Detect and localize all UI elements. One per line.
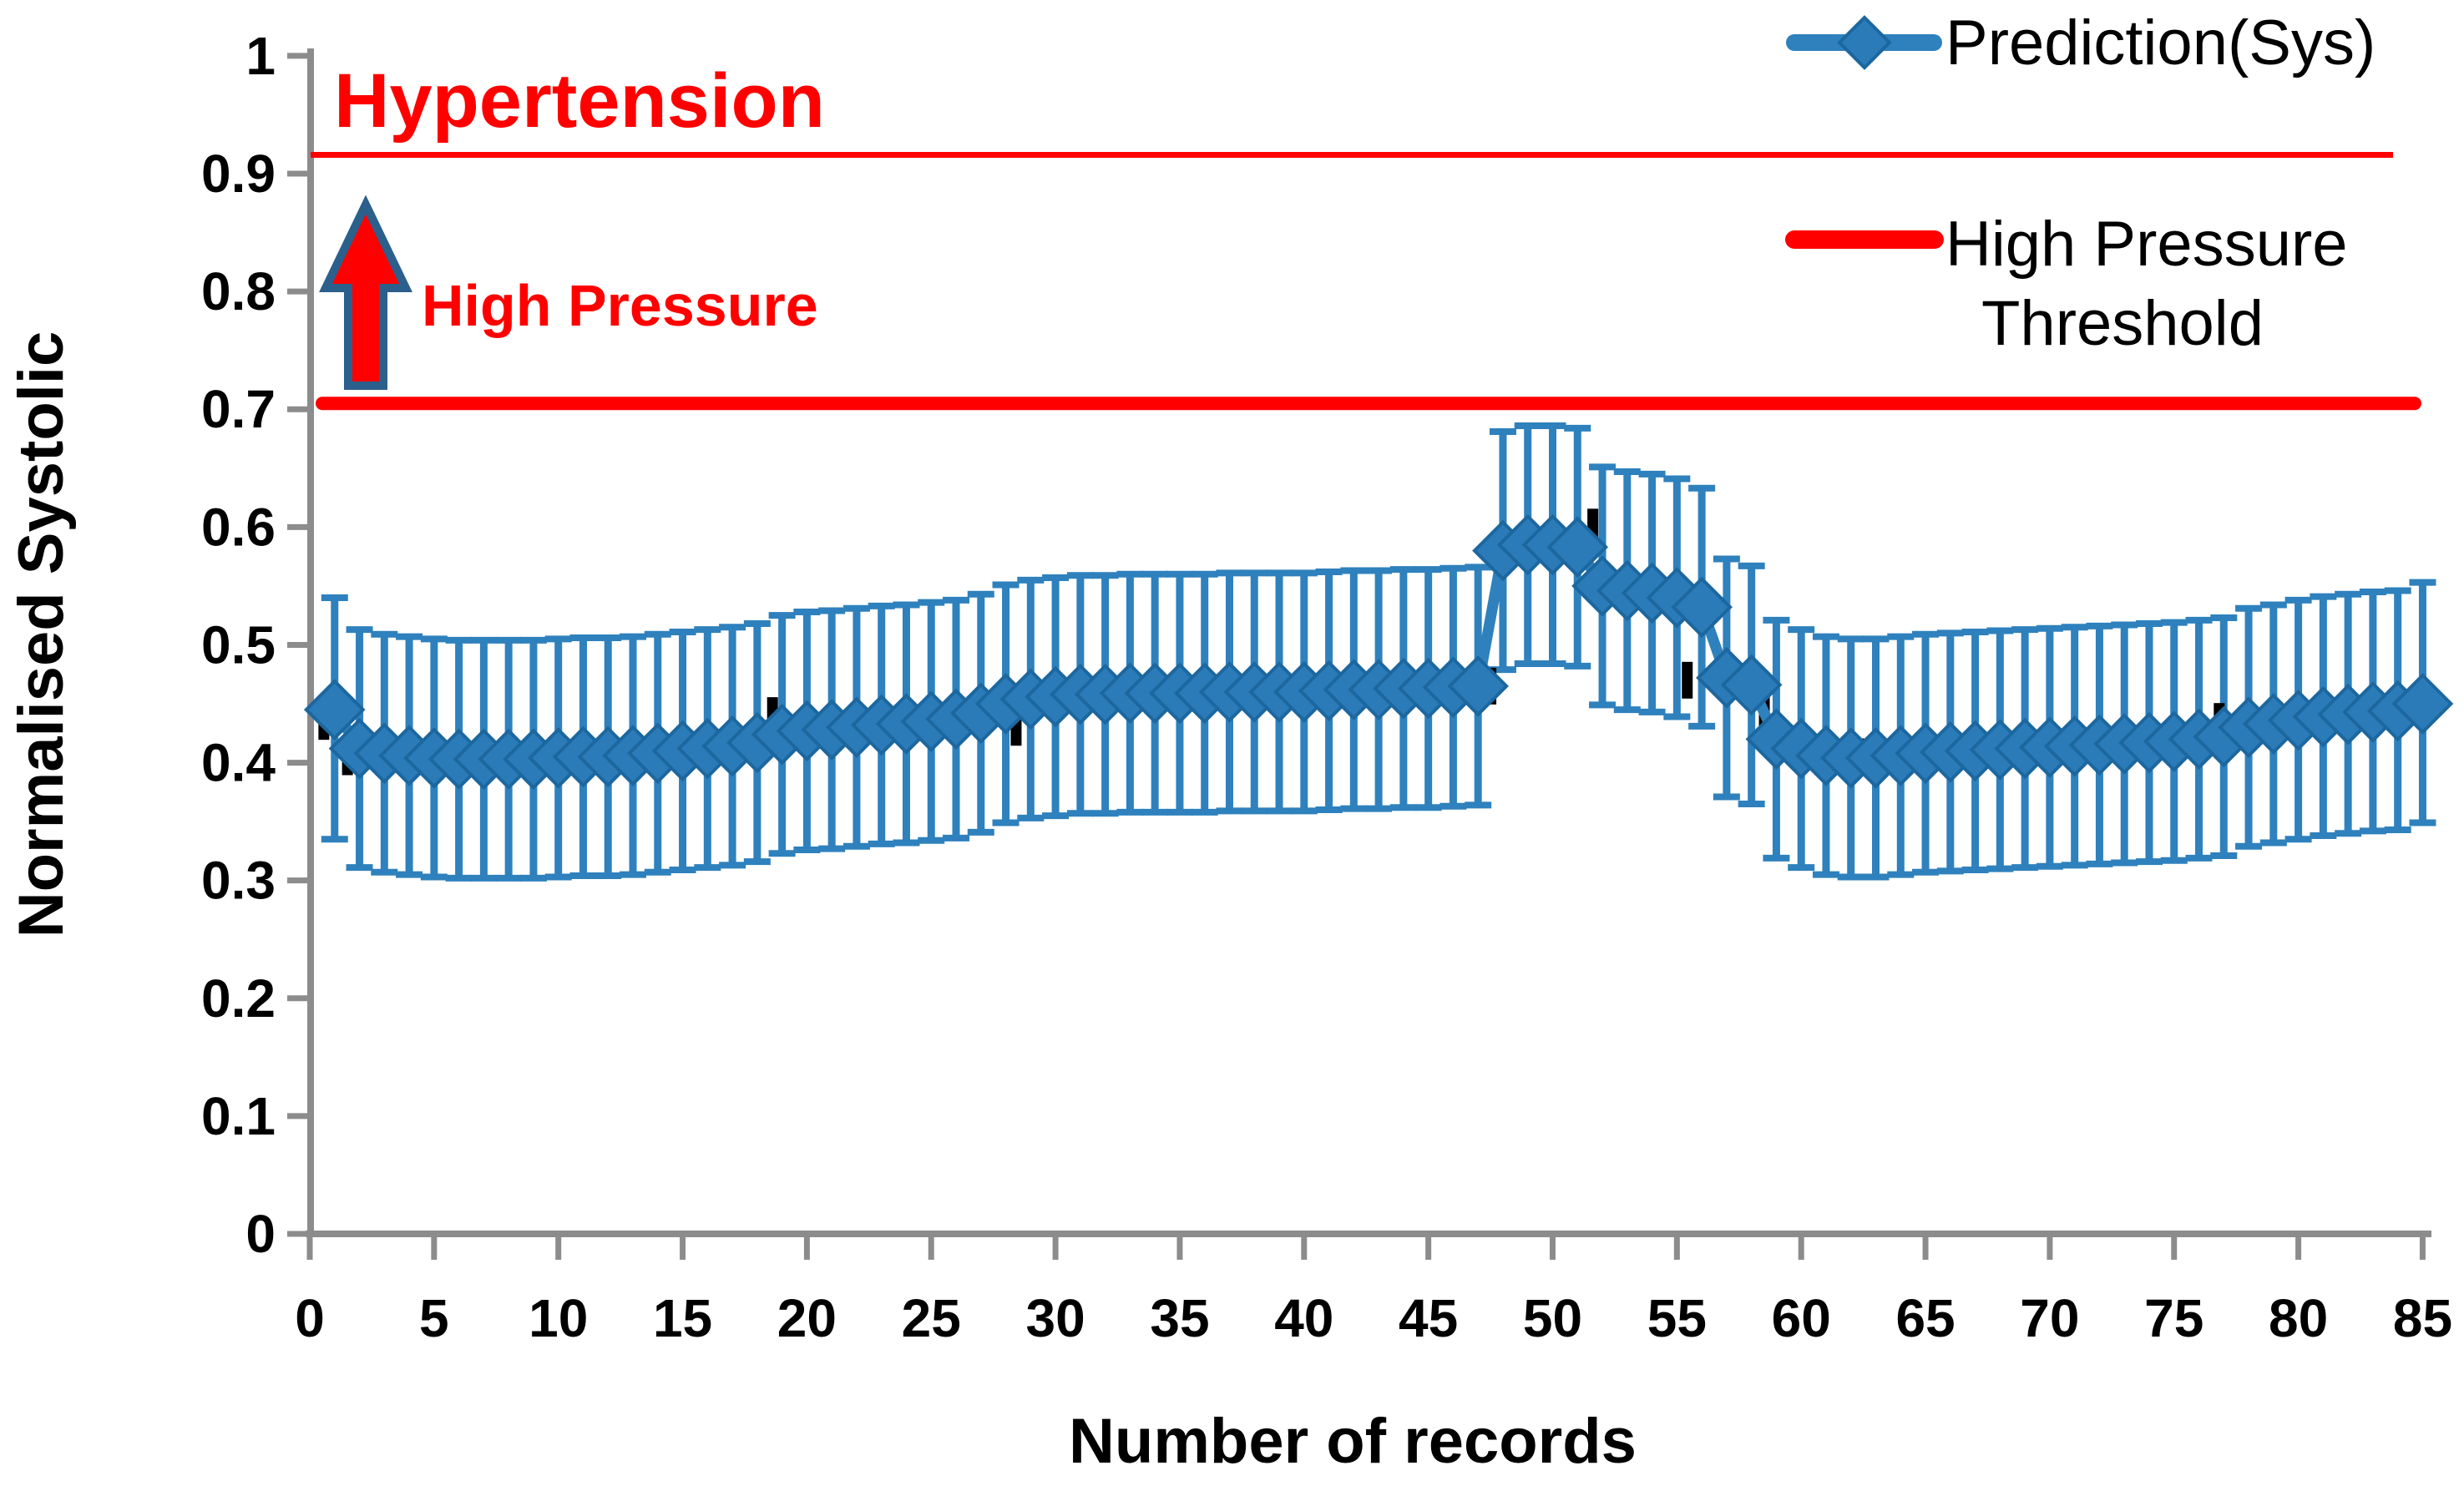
legend-label-threshold-line1: High Pressure — [1945, 209, 2348, 280]
y-tick-label: 0.9 — [201, 144, 276, 204]
legend-label-threshold-line2: Threshold — [1981, 288, 2264, 359]
x-tick-label: 0 — [295, 1288, 325, 1348]
y-tick-label: 0.6 — [201, 497, 276, 557]
y-tick-label: 0.4 — [201, 733, 276, 793]
black-error-mark — [1682, 661, 1693, 699]
x-tick-label: 75 — [2144, 1288, 2203, 1348]
y-tick-label: 0.2 — [201, 968, 276, 1029]
high-pressure-label: High Pressure — [422, 273, 818, 338]
data-point-diamond — [1546, 516, 1609, 579]
reference-lines-layer — [311, 151, 2421, 411]
prediction-series — [303, 422, 2454, 882]
prediction-diamond-marker-icon — [1837, 15, 1892, 70]
y-tick-label: 0.5 — [201, 614, 276, 675]
x-tick-label: 30 — [1026, 1288, 1085, 1348]
x-tick-label: 20 — [777, 1288, 837, 1348]
data-point-diamond — [1671, 576, 1733, 639]
y-tick-label: 1 — [245, 26, 276, 86]
data-point-diamond — [1447, 655, 1510, 717]
high-pressure-up-arrow-icon — [319, 195, 412, 390]
x-tick-label: 60 — [1772, 1288, 1831, 1348]
y-tick-label: 0.1 — [201, 1086, 276, 1146]
axes-layer: 00.10.20.30.40.50.60.70.80.910 5 10 15 20 25 3… — [201, 26, 2452, 1348]
y-tick-label: 0.3 — [201, 851, 276, 911]
y-axis-title: Normalised Systolic — [6, 331, 77, 938]
x-axis-title: Number of records — [1069, 1406, 1637, 1477]
data-point-diamond — [2391, 673, 2454, 735]
x-tick-label: 40 — [1274, 1288, 1333, 1348]
x-tick-label: 25 — [902, 1288, 961, 1348]
x-tick-label: 80 — [2269, 1288, 2328, 1348]
legend-label-prediction: Prediction(Sys) — [1945, 8, 2375, 78]
data-point-diamond — [303, 679, 366, 740]
x-tick-label: 35 — [1150, 1288, 1209, 1348]
legend-item-prediction: Prediction(Sys) — [1786, 8, 2375, 78]
x-tick-label: 70 — [2020, 1288, 2079, 1348]
legend-item-threshold: High Pressure Threshold — [1785, 209, 2348, 359]
y-tick-label: 0 — [245, 1204, 276, 1264]
y-tick-label: 0.7 — [201, 379, 276, 439]
data-point-diamond — [1720, 654, 1783, 716]
x-tick-label: 15 — [653, 1288, 712, 1348]
y-tick-label: 0.8 — [201, 261, 276, 321]
x-tick-label: 45 — [1399, 1288, 1458, 1348]
hypertension-label: Hypertension — [334, 58, 825, 144]
x-tick-label: 55 — [1647, 1288, 1707, 1348]
legend: Prediction(Sys) High Pressure Threshold — [1785, 8, 2375, 359]
x-tick-label: 5 — [419, 1288, 449, 1348]
x-tick-label: 10 — [529, 1288, 588, 1348]
x-tick-label: 65 — [1895, 1288, 1955, 1348]
x-tick-label: 50 — [1523, 1288, 1582, 1348]
x-tick-label: 85 — [2393, 1288, 2452, 1348]
